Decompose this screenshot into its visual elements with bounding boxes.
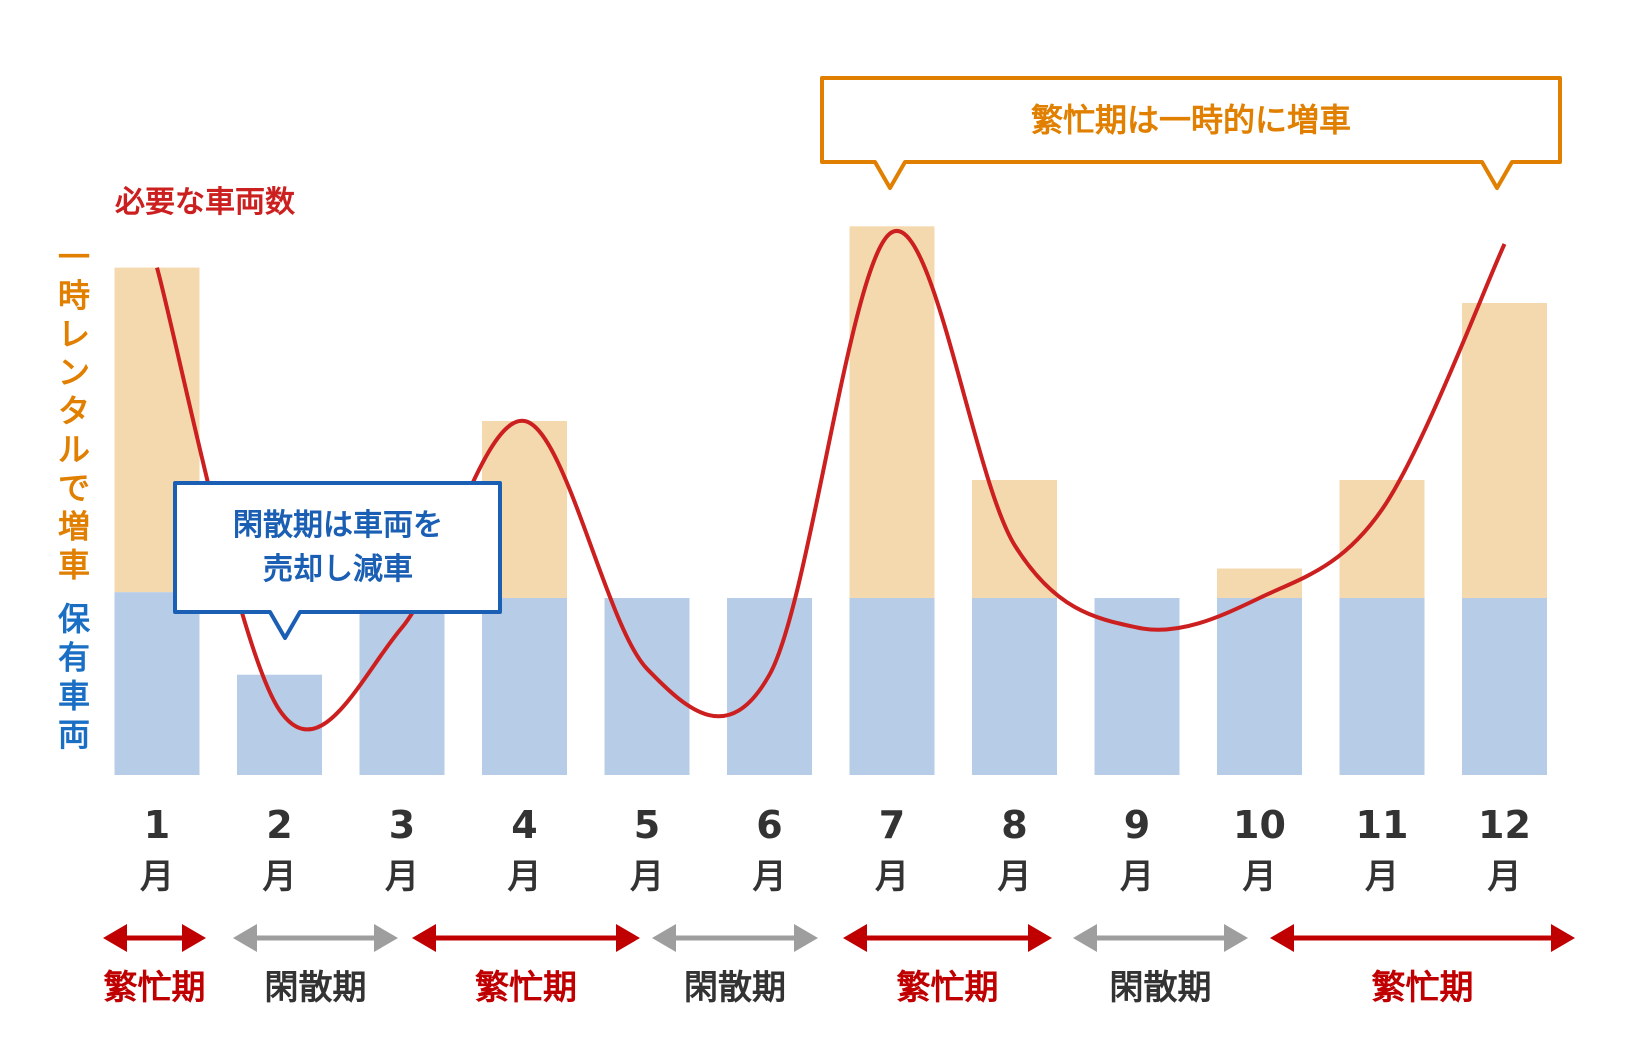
bar-rental-11 — [1339, 480, 1425, 598]
x-tick-1: 1 — [144, 803, 170, 847]
bar-owned-8 — [972, 598, 1057, 775]
x-tick-5: 5 — [634, 803, 660, 847]
period-arrow-head-right — [1028, 924, 1052, 952]
side-owned-char: 車 — [58, 677, 90, 715]
bar-owned-9 — [1094, 598, 1180, 775]
period-arrow-head-left — [412, 924, 436, 952]
bar-owned-11 — [1339, 598, 1425, 775]
side-owned-char: 有 — [58, 639, 90, 677]
x-tick-9: 9 — [1124, 803, 1150, 847]
side-rental-char: 増 — [58, 508, 90, 546]
x-tick-3: 3 — [389, 803, 415, 847]
period-arrow-head-right — [374, 924, 398, 952]
side-rental-char: レ — [58, 315, 90, 353]
callout-busy-box — [820, 76, 1562, 190]
x-tick-11: 11 — [1356, 803, 1409, 847]
period-label: 閑散期 — [684, 968, 786, 1008]
period-label: 繁忙期 — [1372, 968, 1474, 1008]
period-arrow-head-left — [233, 924, 257, 952]
side-rental-char: ン — [58, 354, 90, 392]
x-tick-suffix-12: 月 — [1488, 857, 1522, 897]
bar-owned-6 — [727, 598, 812, 775]
x-tick-7: 7 — [879, 803, 905, 847]
side-rental-char: ル — [58, 431, 90, 469]
x-tick-suffix-3: 月 — [385, 857, 419, 897]
x-tick-6: 6 — [756, 803, 782, 847]
side-rental-char: 時 — [58, 277, 90, 315]
side-owned-char: 保 — [58, 600, 91, 638]
bar-owned-5 — [604, 598, 690, 775]
callout-slow-text-line1: 閑散期は車両を — [233, 508, 443, 543]
x-tick-suffix-7: 月 — [875, 857, 909, 897]
x-tick-12: 12 — [1478, 803, 1531, 847]
period-arrow-head-right — [794, 924, 818, 952]
bar-rental-8 — [972, 480, 1057, 598]
bar-owned-3 — [359, 609, 445, 775]
side-rental-char: 車 — [58, 546, 90, 584]
period-arrow-head-right — [1551, 924, 1575, 952]
period-busy-3: 繁忙期 — [412, 924, 640, 1008]
period-busy-5: 繁忙期 — [843, 924, 1052, 1008]
period-label: 閑散期 — [1110, 968, 1212, 1008]
period-busy-1: 繁忙期 — [103, 924, 206, 1008]
period-slow-4: 閑散期 — [652, 924, 818, 1008]
period-arrow-head-right — [616, 924, 640, 952]
x-tick-suffix-6: 月 — [753, 857, 787, 897]
period-slow-2: 閑散期 — [233, 924, 398, 1008]
bar-owned-2 — [237, 674, 322, 775]
bar-rental-7 — [849, 226, 935, 599]
x-tick-suffix-9: 月 — [1120, 857, 1154, 897]
side-rental-char: で — [58, 469, 90, 507]
callout-slow: 閑散期は車両を 売却し減車 — [173, 481, 502, 640]
x-tick-10: 10 — [1233, 803, 1286, 847]
bar-owned-12 — [1462, 598, 1547, 775]
callout-busy: 繁忙期は一時的に増車 — [820, 76, 1562, 190]
period-label: 繁忙期 — [897, 968, 999, 1008]
period-label: 繁忙期 — [475, 968, 577, 1008]
period-arrow-head-left — [843, 924, 867, 952]
x-tick-suffix-5: 月 — [630, 857, 664, 897]
bar-owned-1 — [114, 592, 200, 775]
line-required-vehicles — [155, 229, 1507, 732]
x-tick-suffix-4: 月 — [508, 857, 542, 897]
period-slow-6: 閑散期 — [1073, 924, 1248, 1008]
period-arrow-head-right — [182, 924, 206, 952]
period-arrow-head-left — [103, 924, 127, 952]
x-tick-suffix-1: 月 — [140, 857, 174, 897]
x-axis-labels: 1 月 2 月 3 月 4 月 5 月 6 月 7 月 8 月 9 月 10 月 11 月 12 月 — [140, 803, 1531, 897]
x-tick-suffix-11: 月 — [1365, 857, 1399, 897]
bar-owned-4 — [482, 598, 567, 775]
bar-owned-10 — [1217, 598, 1302, 775]
callout-busy-text: 繁忙期は一時的に増車 — [1031, 101, 1351, 139]
period-indicators: 繁忙期 閑散期 繁忙期 閑散期 繁忙期 閑散期 繁忙期 — [103, 924, 1575, 1008]
bar-owned-7 — [849, 598, 935, 775]
x-tick-suffix-8: 月 — [998, 857, 1032, 897]
side-rental-char: タ — [58, 392, 90, 430]
callout-slow-box — [173, 481, 502, 640]
period-arrow-head-left — [652, 924, 676, 952]
x-tick-suffix-2: 月 — [263, 857, 297, 897]
period-arrow-head-left — [1073, 924, 1097, 952]
period-label: 繁忙期 — [104, 968, 206, 1008]
side-rental-char: 一 — [58, 238, 90, 276]
x-tick-2: 2 — [266, 803, 292, 847]
x-tick-8: 8 — [1001, 803, 1027, 847]
x-tick-4: 4 — [511, 803, 537, 847]
period-label: 閑散期 — [265, 968, 367, 1008]
period-busy-7: 繁忙期 — [1270, 924, 1575, 1008]
bars-layer — [114, 226, 1547, 775]
period-arrow-head-right — [1224, 924, 1248, 952]
callout-slow-text-line2: 売却し減車 — [263, 552, 413, 587]
period-arrow-head-left — [1270, 924, 1294, 952]
side-owned-char: 両 — [58, 716, 90, 754]
line-series-label: 必要な車両数 — [115, 185, 296, 220]
x-tick-suffix-10: 月 — [1243, 857, 1277, 897]
bar-rental-12 — [1462, 303, 1547, 598]
